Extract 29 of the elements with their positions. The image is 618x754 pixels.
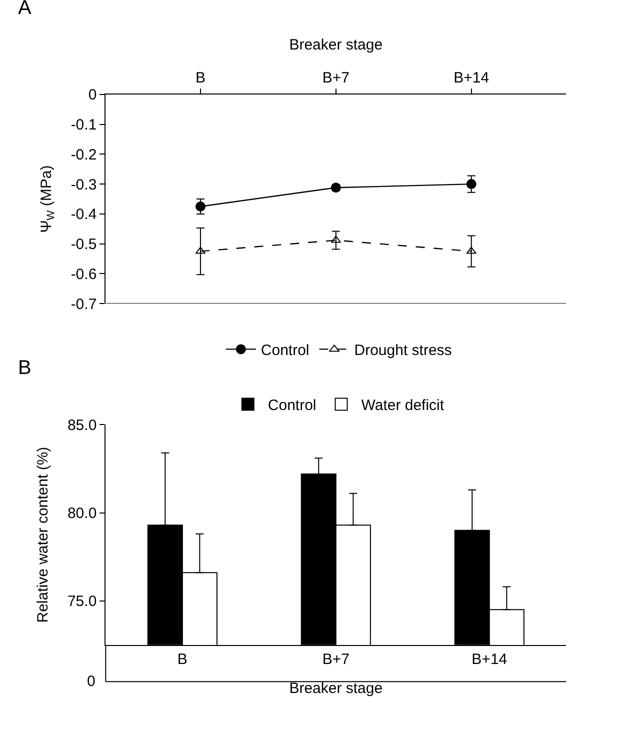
- x-tick-label: B: [177, 650, 188, 668]
- legend-label: Drought stress: [354, 342, 452, 360]
- legend-label: Control: [268, 397, 316, 414]
- x-axis-title: Breaker stage: [289, 680, 383, 697]
- x-tick-label: B+7: [322, 69, 350, 86]
- y-tick-label: 85.0: [67, 416, 97, 434]
- y-tick-label: -0.3: [70, 176, 97, 194]
- y-tick-label: -0.4: [70, 206, 97, 224]
- y-tick-label: -0.5: [70, 236, 97, 254]
- y-tick-label: -0.1: [70, 116, 97, 134]
- point: [466, 246, 476, 254]
- legend-label: Water deficit: [361, 397, 445, 414]
- y-tick-label: -0.2: [70, 146, 97, 164]
- x-tick-label: B+14: [472, 650, 508, 668]
- x-axis-title: Breaker stage: [289, 36, 383, 54]
- y-tick-label: 80.0: [67, 505, 97, 522]
- x-tick-label: B+7: [322, 650, 350, 668]
- point: [195, 201, 206, 212]
- x-tick-label: B+14: [454, 69, 490, 86]
- text: A: [18, 0, 32, 19]
- y-axis-title: Relative water content (%): [34, 446, 52, 623]
- x-tick-label: B: [195, 69, 206, 86]
- y-tick-label: 75.0: [67, 593, 97, 610]
- point: [466, 179, 476, 190]
- text: B: [18, 357, 32, 379]
- y-tick-label: -0.6: [70, 266, 97, 283]
- legend-label: Control: [260, 342, 310, 360]
- y-tick-label: 0: [88, 86, 97, 104]
- y-tick-label: -0.7: [70, 296, 97, 313]
